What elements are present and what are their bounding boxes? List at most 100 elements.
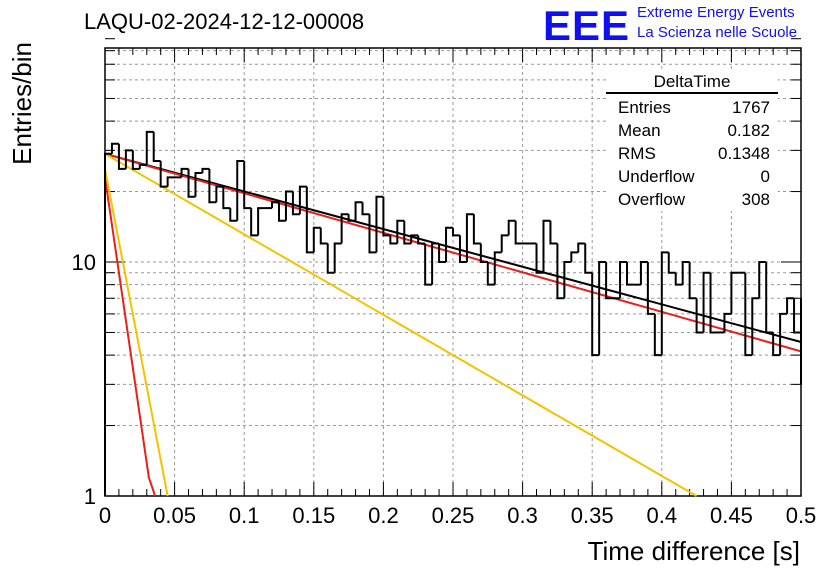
histogram-bin <box>222 186 231 210</box>
stats-box: DeltaTime Entries 1767 Mean 0.182 RMS 0.… <box>606 72 778 211</box>
histogram-bin <box>786 297 795 314</box>
logo-subtitle-2: La Scienza nelle Scuole <box>637 24 798 41</box>
histogram-bin <box>236 160 245 221</box>
histogram-bin <box>326 243 335 274</box>
histogram-bin <box>187 168 196 198</box>
stats-value: 1767 <box>732 98 770 117</box>
histogram-bin <box>257 207 266 236</box>
histogram-bin <box>347 214 356 222</box>
histogram-bin <box>639 261 648 285</box>
histogram-bin <box>695 298 704 334</box>
histogram-bin <box>674 272 683 286</box>
histogram-bin <box>479 243 488 263</box>
stats-title: DeltaTime <box>606 72 778 94</box>
histogram-bin <box>445 226 453 262</box>
x-tick-label: 0.15 <box>292 503 335 528</box>
histogram-bin <box>159 161 168 188</box>
histogram-bin <box>131 150 140 170</box>
histogram-bin <box>667 252 676 274</box>
histogram-bin <box>626 262 634 286</box>
histogram-bin <box>305 186 314 254</box>
fit-line <box>104 168 169 497</box>
histogram-bin <box>493 251 502 285</box>
histogram-bin <box>117 143 126 170</box>
x-tick-label: 0.45 <box>710 503 753 528</box>
histogram-bin <box>751 297 760 356</box>
histogram-bin <box>278 202 286 222</box>
stats-value: 0.182 <box>727 121 770 140</box>
histogram-bin <box>201 167 210 174</box>
histogram-series <box>104 130 802 496</box>
x-tick-label: 0.1 <box>229 503 260 528</box>
x-tick-labels: 0 0.05 0.1 0.15 0.2 0.25 0.3 0.35 0.4 0.45 0.5 <box>99 503 816 528</box>
histogram-bin <box>619 261 627 299</box>
histogram-bin <box>319 227 328 245</box>
histogram-bin <box>333 242 342 273</box>
histogram-bin <box>758 261 767 299</box>
histogram-bin <box>166 176 175 187</box>
run-title: LAQU-02-2024-12-12-00008 <box>84 9 365 34</box>
histogram-bin <box>284 190 293 221</box>
histogram-bin <box>653 313 662 357</box>
histogram-bin <box>465 213 474 262</box>
histogram-bin <box>549 220 558 245</box>
grid-lines <box>105 48 801 496</box>
stats-row: Entries 1767 <box>606 96 778 119</box>
stats-label: Overflow <box>618 190 686 209</box>
eee-logo: EEE <box>543 2 631 49</box>
histogram-bin <box>744 272 753 357</box>
histogram-bin <box>124 149 133 169</box>
histogram-bin <box>577 242 586 253</box>
histogram-bin <box>340 213 349 244</box>
stats-value: 0.1348 <box>718 144 770 163</box>
stats-label: RMS <box>618 144 656 163</box>
histogram-bin <box>765 262 774 334</box>
histogram-bin <box>403 220 412 245</box>
fit-line <box>104 177 157 497</box>
x-tick-label: 0.3 <box>507 503 538 528</box>
histogram-bin <box>584 243 593 274</box>
stats-value: 308 <box>741 190 770 209</box>
histogram-bin <box>646 262 655 315</box>
histogram-bin <box>312 226 321 253</box>
histogram-bin <box>702 271 711 333</box>
fit-line <box>104 152 802 343</box>
histogram-bin <box>382 196 391 237</box>
y-tick-label: 1 <box>84 484 96 509</box>
histogram-bin <box>570 251 579 262</box>
logo-subtitle-1: Extreme Energy Events <box>637 4 795 21</box>
histogram-bin <box>730 271 739 314</box>
x-axis-label: Time difference [s] <box>588 536 800 566</box>
histogram-bin <box>452 227 460 237</box>
histogram-bin <box>152 131 161 163</box>
histogram-bin <box>591 272 600 357</box>
histogram-bin <box>709 272 718 334</box>
histogram-bin <box>458 235 467 263</box>
fit-line <box>104 152 698 497</box>
histogram-bin <box>598 261 607 356</box>
histogram-bin <box>110 142 119 154</box>
histogram-bin <box>514 220 523 245</box>
histogram-bin <box>431 242 440 285</box>
x-tick-label: 0.35 <box>571 503 614 528</box>
stats-label: Mean <box>618 121 661 140</box>
stats-value: 0 <box>760 167 770 186</box>
x-tick-label: 0 <box>99 503 111 528</box>
histogram-bin <box>779 312 788 356</box>
y-tick-labels: 1 10 <box>72 250 96 509</box>
histogram-bin <box>145 130 154 165</box>
histogram-bin <box>180 167 189 178</box>
histogram-bin <box>229 208 238 222</box>
histogram-bin <box>472 214 481 245</box>
histogram-bin <box>215 185 224 203</box>
histogram-bin <box>208 168 217 204</box>
histogram-bin <box>723 312 732 333</box>
histogram-bin <box>250 208 259 237</box>
histogram-bin <box>688 262 697 300</box>
histogram-bin <box>354 201 363 221</box>
histogram-bin <box>417 235 426 245</box>
histogram-bin <box>361 202 370 216</box>
histogram-bin <box>563 261 572 299</box>
stats-row: Mean 0.182 <box>606 119 778 142</box>
